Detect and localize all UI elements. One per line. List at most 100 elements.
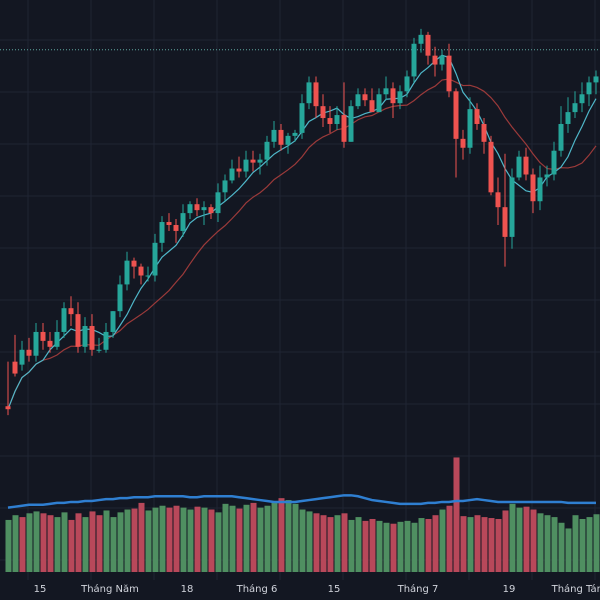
candle: [341, 82, 347, 148]
candle: [117, 275, 123, 318]
candle: [572, 91, 578, 119]
candle: [327, 106, 333, 133]
volume-bar: [89, 511, 96, 572]
candle-body: [523, 156, 529, 175]
candle-body: [187, 204, 193, 214]
candle: [145, 266, 151, 282]
volume-bar: [250, 502, 257, 572]
candle-body: [362, 94, 368, 101]
candle: [551, 141, 557, 181]
candle-body: [432, 55, 438, 65]
candle: [425, 31, 431, 65]
candle: [299, 94, 305, 139]
candle: [173, 219, 179, 243]
x-tick-label: 19: [503, 584, 516, 595]
candle: [26, 337, 32, 362]
candle: [593, 70, 599, 95]
volume-bar: [509, 503, 516, 572]
volume-bar: [243, 504, 250, 572]
time-axis: 15 Tháng Năm 18 Tháng 6 15 Tháng 7 19 Tháng Tám: [34, 583, 600, 595]
candle: [565, 97, 571, 133]
candle-body: [131, 260, 137, 267]
volume-bar: [110, 517, 117, 572]
candles: [5, 28, 599, 416]
volume-bar: [47, 515, 54, 572]
volume-bar: [488, 518, 495, 572]
candle-body: [530, 174, 536, 202]
volume-bar: [138, 502, 145, 572]
volume-moving-average: [7, 494, 596, 509]
candle-body: [327, 118, 333, 124]
volume-bar: [404, 520, 411, 572]
candle-body: [236, 168, 242, 172]
volume-bar: [334, 515, 341, 572]
volume-bar: [5, 519, 12, 572]
candle: [558, 106, 564, 157]
candle: [397, 85, 403, 110]
volume-bar: [411, 522, 418, 572]
candle-body: [243, 159, 249, 172]
candle-body: [481, 123, 487, 142]
candle-body: [75, 314, 81, 347]
volume-bar: [474, 515, 481, 572]
candle-body: [33, 331, 39, 356]
candle-body: [390, 88, 396, 104]
volume-bar: [425, 518, 432, 572]
candle-body: [96, 349, 102, 351]
volume-bar: [362, 520, 369, 572]
candle-body: [285, 135, 291, 145]
candle-body: [446, 55, 452, 92]
candle: [495, 177, 501, 225]
candle: [54, 320, 60, 350]
volume-bar: [145, 510, 152, 572]
candle-body: [404, 76, 410, 92]
volume-bar: [264, 505, 271, 572]
candle-body: [544, 174, 550, 178]
candle: [138, 263, 144, 285]
candle: [243, 150, 249, 178]
candle-body: [460, 138, 466, 148]
candle-body: [89, 326, 95, 350]
volume-bar: [446, 505, 453, 572]
candle: [271, 121, 277, 148]
candle-body: [355, 94, 361, 107]
candle-body: [474, 109, 480, 124]
candle: [362, 88, 368, 107]
volume-bar: [593, 514, 600, 572]
candle: [439, 49, 445, 71]
candle-body: [222, 180, 228, 193]
volume-bar: [96, 515, 103, 572]
grid: [0, 0, 600, 580]
candle: [229, 159, 235, 184]
candle-body: [180, 213, 186, 231]
volume-bar: [82, 517, 89, 572]
candle: [411, 37, 417, 83]
candle: [537, 165, 543, 211]
candle-body: [264, 141, 270, 160]
candle: [222, 174, 228, 202]
volume-bar: [166, 507, 173, 572]
volume-bar: [19, 517, 26, 572]
volume-bar: [61, 512, 68, 572]
candle-body: [82, 326, 88, 347]
candle: [110, 311, 116, 338]
candle-body: [47, 340, 53, 347]
candle: [355, 88, 361, 110]
volume-bar: [502, 510, 509, 572]
candle: [446, 43, 452, 98]
candle-body: [40, 331, 46, 341]
candle-body: [173, 225, 179, 231]
volume-bar: [75, 513, 82, 572]
candle-body: [320, 106, 326, 119]
candle: [19, 340, 25, 371]
candle: [544, 165, 550, 187]
candle: [12, 334, 18, 377]
volume-bar: [565, 528, 572, 572]
candle-body: [383, 88, 389, 95]
volume-bar: [292, 503, 299, 572]
candle: [285, 132, 291, 154]
candle: [89, 314, 95, 356]
candle: [481, 118, 487, 154]
